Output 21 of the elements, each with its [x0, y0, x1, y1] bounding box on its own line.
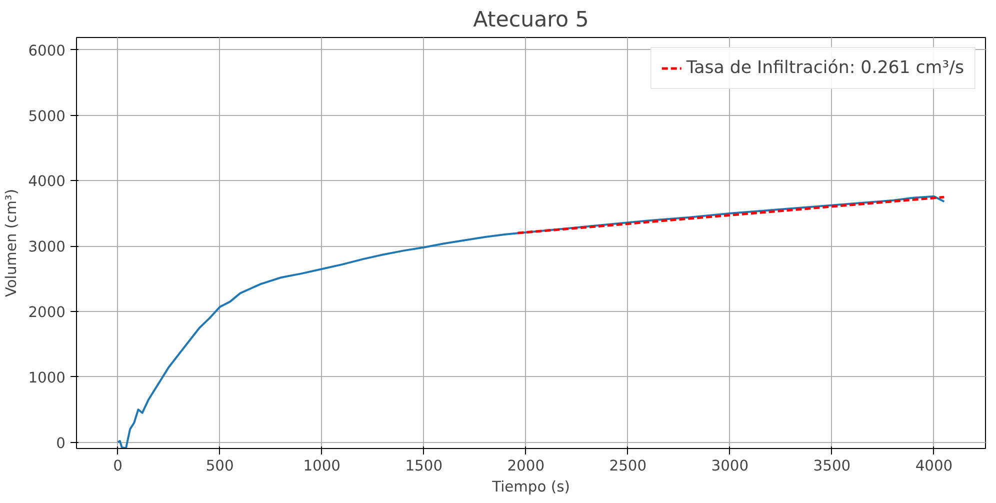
x-tick-label: 2500	[609, 458, 647, 474]
x-tick-label: 4000	[915, 458, 953, 474]
x-tick-label: 500	[206, 458, 234, 474]
x-axis-title: Tiempo (s)	[491, 478, 570, 496]
y-tick-label: 6000	[28, 42, 66, 60]
y-tick-label: 5000	[28, 108, 66, 125]
x-tick-label: 1500	[405, 458, 443, 474]
legend-label: Tasa de Infiltración: 0.261 cm³/s	[686, 58, 964, 78]
y-tick-label: 0	[56, 434, 66, 452]
y-tick-label: 4000	[28, 173, 66, 190]
x-tick-label: 2000	[507, 458, 545, 474]
line-series	[116, 195, 946, 448]
y-tick-label: 2000	[28, 304, 66, 321]
y-axis-title: Volumen (cm³)	[3, 188, 20, 298]
y-tick-label: 1000	[28, 369, 66, 386]
x-tick-label: 1000	[303, 458, 341, 474]
x-tick-label: 0	[113, 458, 122, 474]
chart-title: Atecuaro 5	[473, 8, 589, 32]
y-tick-label: 3000	[28, 238, 66, 256]
x-tick-label: 3500	[813, 458, 851, 474]
x-tick-label: 3000	[711, 458, 749, 474]
